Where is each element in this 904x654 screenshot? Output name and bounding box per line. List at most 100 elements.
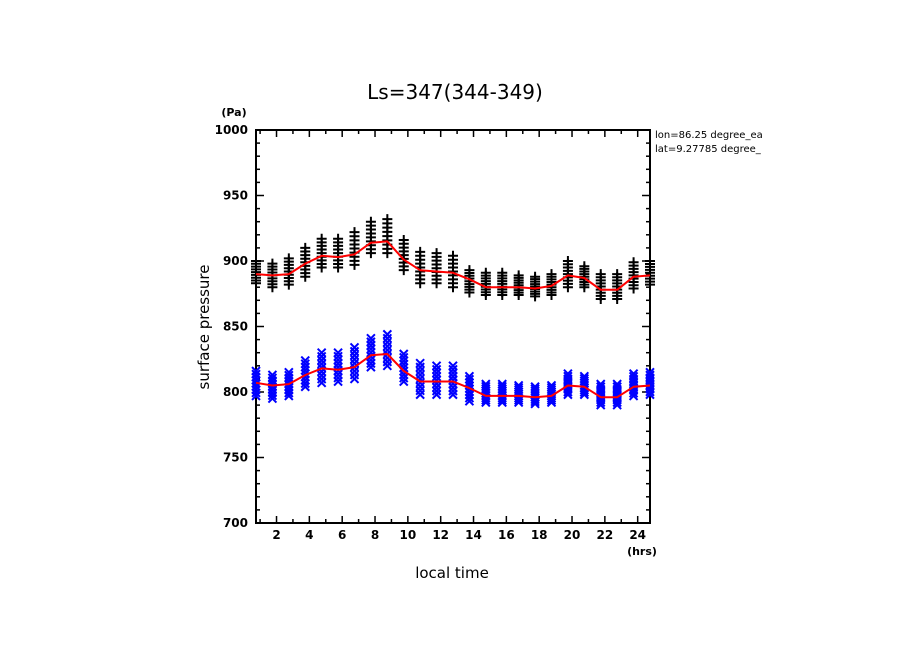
data-point	[448, 386, 458, 396]
data-point	[316, 378, 327, 388]
data-point	[431, 371, 442, 382]
data-point	[399, 352, 409, 363]
data-point	[562, 256, 573, 266]
data-point	[366, 344, 376, 354]
x-tick-label: 16	[498, 528, 515, 542]
data-point	[251, 369, 261, 379]
data-point	[513, 380, 524, 391]
data-point	[645, 370, 655, 380]
data-point	[464, 265, 475, 276]
data-point	[399, 363, 409, 373]
data-point	[333, 355, 343, 365]
data-point	[399, 373, 409, 383]
data-point	[333, 358, 343, 369]
data-point	[579, 373, 590, 384]
data-point	[448, 364, 458, 375]
data-point	[283, 253, 294, 264]
data-point	[431, 375, 442, 385]
y-tick-label: 750	[223, 451, 248, 465]
data-point	[366, 340, 376, 351]
data-point	[366, 358, 376, 369]
x-tick-label: 6	[338, 528, 346, 542]
data-point	[333, 233, 344, 244]
x-unit-label: (hrs)	[627, 545, 657, 558]
x-tick-label: 24	[629, 528, 646, 542]
data-point	[431, 248, 442, 259]
data-point	[448, 389, 458, 400]
y-tick-label: 950	[223, 189, 248, 203]
data-point	[628, 371, 639, 382]
data-point	[366, 337, 376, 347]
data-point	[431, 386, 442, 396]
data-point	[431, 389, 442, 400]
data-point	[596, 382, 606, 392]
data-point	[415, 246, 426, 257]
data-point	[251, 256, 261, 266]
upper-observations	[251, 214, 655, 304]
upper-mean-line	[255, 240, 651, 291]
lower-observations	[251, 329, 655, 410]
data-point	[464, 371, 475, 381]
data-point	[316, 347, 327, 358]
data-point	[316, 351, 327, 362]
data-point	[431, 361, 442, 371]
data-point	[333, 369, 343, 380]
data-point	[333, 351, 343, 362]
data-point	[546, 269, 557, 280]
data-point	[595, 269, 606, 280]
data-point	[431, 364, 442, 375]
data-point	[481, 381, 491, 392]
data-point	[448, 371, 458, 382]
data-point	[497, 381, 507, 392]
data-point	[645, 367, 655, 378]
data-point	[612, 379, 622, 389]
data-point	[530, 384, 540, 394]
data-point	[480, 267, 491, 278]
data-point	[530, 271, 541, 282]
data-point	[300, 359, 310, 369]
data-point	[349, 342, 360, 353]
data-point	[612, 382, 622, 392]
x-tick-label: 10	[400, 528, 417, 542]
data-point	[546, 382, 557, 393]
y-tick-label: 1000	[215, 123, 248, 137]
y-tick-label: 900	[223, 254, 248, 268]
plot-area	[251, 214, 655, 410]
data-point	[284, 367, 294, 378]
data-point	[365, 216, 376, 227]
x-tick-label: 12	[432, 528, 449, 542]
data-point	[333, 376, 343, 387]
data-point	[267, 373, 278, 383]
data-point	[399, 376, 409, 387]
data-point	[431, 368, 442, 378]
data-point	[251, 366, 261, 376]
data-point	[481, 379, 491, 389]
data-point	[366, 362, 376, 372]
x-tick-label: 14	[465, 528, 482, 542]
data-point	[267, 258, 278, 269]
data-point	[464, 374, 475, 385]
y-unit-label: (Pa)	[221, 106, 246, 119]
data-point	[448, 368, 458, 378]
data-point	[563, 368, 573, 379]
data-point	[349, 227, 360, 238]
data-point	[448, 382, 458, 393]
data-point	[300, 242, 311, 253]
x-tick-label: 18	[531, 528, 548, 542]
x-tick-label: 2	[272, 528, 280, 542]
data-point	[382, 329, 393, 340]
data-point	[448, 250, 458, 261]
data-point	[399, 356, 409, 366]
y-tick-label: 700	[223, 516, 248, 530]
data-point	[497, 267, 508, 278]
data-point	[579, 371, 590, 381]
annotation-clip	[778, 125, 904, 165]
x-axis-label: local time	[415, 564, 489, 582]
data-point	[316, 374, 327, 384]
data-point	[612, 269, 623, 280]
data-point	[513, 382, 524, 393]
data-point	[366, 333, 376, 343]
data-point	[333, 373, 343, 383]
